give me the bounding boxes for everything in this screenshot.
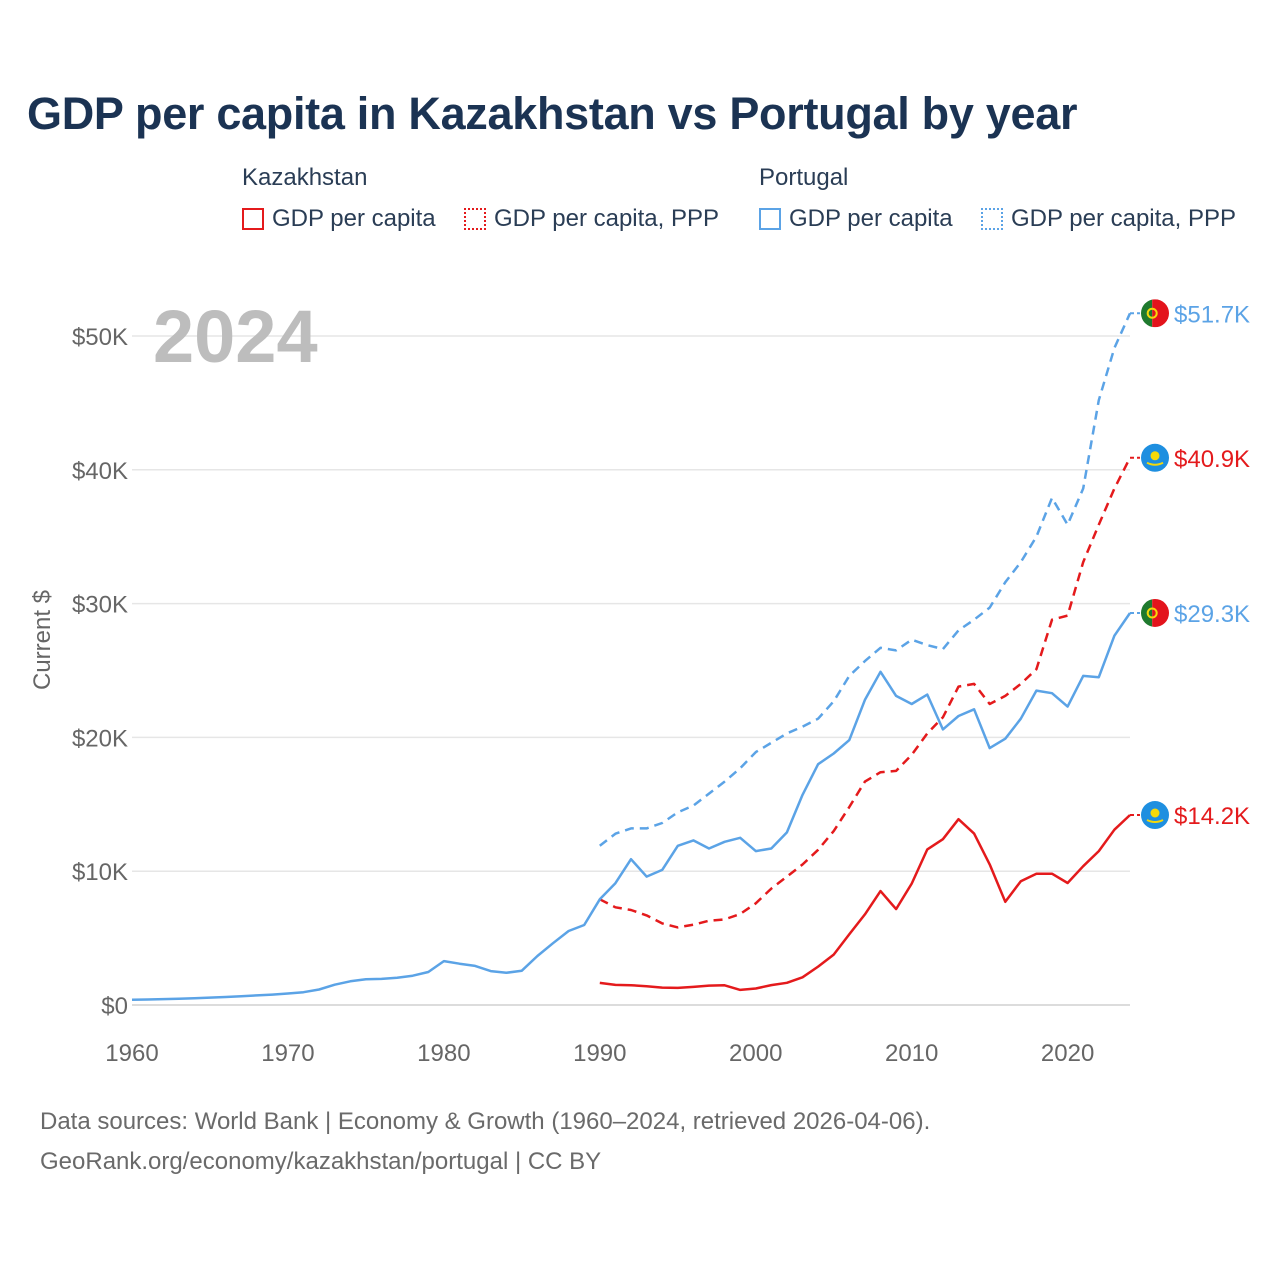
- legend-portugal-gdp-label: GDP per capita: [789, 205, 953, 232]
- portugal-flag: [1141, 598, 1169, 627]
- y-tick-label: $40K: [72, 458, 128, 485]
- x-tick-label: 2020: [1041, 1040, 1094, 1067]
- legend-swatch-solid-blue: [759, 208, 781, 230]
- footer-sources: Data sources: World Bank | Economy & Gro…: [40, 1108, 931, 1135]
- end-value-label: $51.7K: [1174, 301, 1250, 328]
- series-line-0: [599, 814, 1131, 992]
- legend-swatch-dotted-blue: [981, 208, 1003, 230]
- x-tick-label: 1990: [573, 1040, 626, 1067]
- legend-swatch-solid-red: [242, 208, 264, 230]
- kazakhstan-flag: [1141, 443, 1169, 472]
- portugal-flag: [1141, 299, 1169, 328]
- y-tick-label: $10K: [72, 859, 128, 886]
- x-tick-label: 1960: [105, 1040, 158, 1067]
- legend-swatch-dotted-red: [464, 208, 486, 230]
- legend-kazakhstan-gdp-ppp-label: GDP per capita, PPP: [494, 205, 719, 232]
- x-tick-label: 2010: [885, 1040, 938, 1067]
- y-tick-label: $0: [101, 993, 128, 1020]
- legend-kazakhstan-gdp-ppp[interactable]: GDP per capita, PPP: [464, 204, 719, 234]
- legend-kazakhstan-title: Kazakhstan: [242, 164, 368, 191]
- series-line-3: [599, 312, 1132, 847]
- x-tick-label: 1980: [417, 1040, 470, 1067]
- chart-title: GDP per capita in Kazakhstan vs Portugal…: [27, 88, 1078, 139]
- y-tick-label: $50K: [72, 324, 128, 351]
- y-tick-label: $20K: [72, 725, 128, 752]
- series-line-1: [599, 457, 1132, 929]
- legend-portugal-gdp-ppp[interactable]: GDP per capita, PPP: [981, 204, 1236, 234]
- x-tick-label: 2000: [729, 1040, 782, 1067]
- year-watermark: 2024: [153, 295, 318, 378]
- legend-kazakhstan-gdp-label: GDP per capita: [272, 205, 436, 232]
- y-axis-label: Current $: [29, 590, 56, 690]
- end-value-label: $14.2K: [1174, 803, 1250, 830]
- series-line-2: [131, 612, 1132, 1002]
- legend-kazakhstan-gdp[interactable]: GDP per capita: [242, 204, 436, 234]
- end-value-label: $40.9K: [1174, 446, 1250, 473]
- legend-portugal-gdp-ppp-label: GDP per capita, PPP: [1011, 205, 1236, 232]
- footer-url: GeoRank.org/economy/kazakhstan/portugal …: [40, 1148, 602, 1175]
- legend-portugal-gdp[interactable]: GDP per capita: [759, 204, 953, 234]
- kazakhstan-flag: [1141, 801, 1169, 830]
- y-tick-label: $30K: [72, 592, 128, 619]
- legend-portugal-title: Portugal: [759, 164, 849, 191]
- x-tick-label: 1970: [261, 1040, 314, 1067]
- end-value-label: $29.3K: [1174, 601, 1250, 628]
